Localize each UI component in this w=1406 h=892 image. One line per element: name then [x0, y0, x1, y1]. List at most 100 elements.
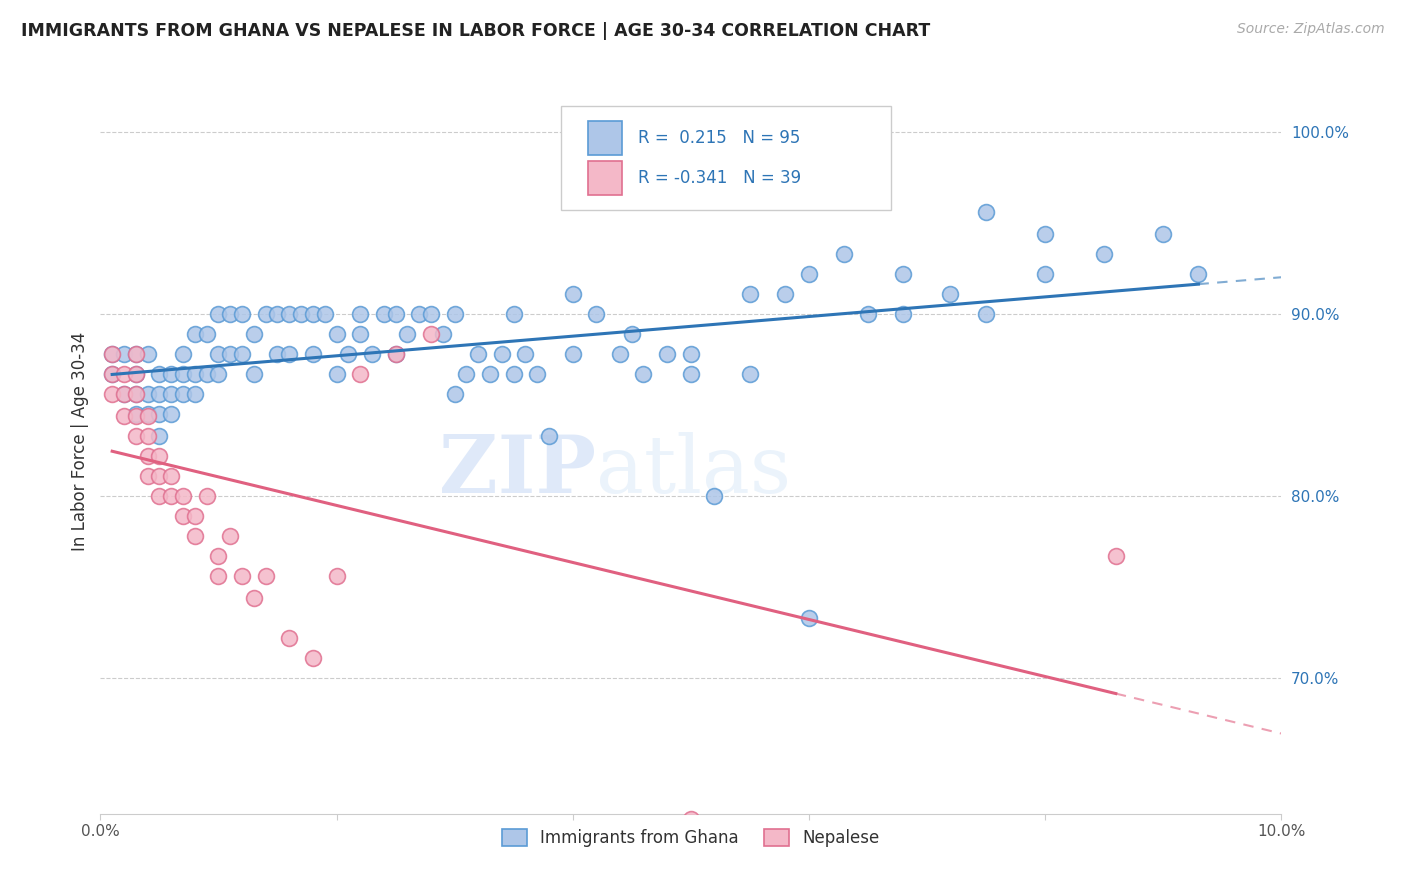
Point [231, 568, 253, 582]
Point [349, 326, 371, 341]
Point [679, 813, 702, 827]
Point [172, 347, 194, 361]
Point [1033, 267, 1056, 281]
Point [314, 307, 336, 321]
Point [266, 307, 288, 321]
Point [502, 307, 524, 321]
Point [136, 409, 159, 423]
Point [125, 409, 148, 423]
Point [136, 387, 159, 401]
Point [160, 367, 183, 381]
Point [207, 347, 229, 361]
Point [1187, 267, 1209, 281]
Text: R = -0.341   N = 39: R = -0.341 N = 39 [637, 169, 800, 186]
Point [467, 347, 489, 361]
Point [125, 367, 148, 381]
Point [561, 287, 583, 301]
Point [207, 307, 229, 321]
Point [207, 367, 229, 381]
Point [609, 347, 631, 361]
Point [148, 407, 170, 421]
Point [112, 367, 135, 381]
Point [101, 347, 124, 361]
Point [254, 568, 277, 582]
Text: ZIP: ZIP [439, 432, 596, 510]
Point [349, 367, 371, 381]
Point [136, 468, 159, 483]
Point [195, 367, 218, 381]
Point [432, 326, 454, 341]
Text: IMMIGRANTS FROM GHANA VS NEPALESE IN LABOR FORCE | AGE 30-34 CORRELATION CHART: IMMIGRANTS FROM GHANA VS NEPALESE IN LAB… [21, 22, 931, 40]
Point [195, 489, 218, 503]
Point [679, 367, 702, 381]
Text: R =  0.215   N = 95: R = 0.215 N = 95 [637, 129, 800, 147]
Point [891, 307, 914, 321]
Point [420, 307, 443, 321]
Point [148, 449, 170, 463]
FancyBboxPatch shape [588, 161, 623, 194]
Point [620, 326, 643, 341]
Point [832, 247, 855, 261]
Point [456, 367, 478, 381]
Point [939, 287, 962, 301]
Point [136, 429, 159, 443]
Point [136, 347, 159, 361]
Point [101, 367, 124, 381]
Point [125, 347, 148, 361]
Text: Source: ZipAtlas.com: Source: ZipAtlas.com [1237, 22, 1385, 37]
Point [125, 407, 148, 421]
Point [537, 429, 560, 443]
Point [172, 489, 194, 503]
Point [231, 347, 253, 361]
Point [101, 367, 124, 381]
Point [1033, 227, 1056, 241]
Text: atlas: atlas [596, 432, 792, 510]
Point [184, 367, 207, 381]
Point [891, 267, 914, 281]
Point [420, 326, 443, 341]
Point [219, 347, 242, 361]
Point [302, 347, 325, 361]
Point [655, 347, 678, 361]
Point [160, 468, 183, 483]
Point [172, 387, 194, 401]
Point [278, 347, 301, 361]
Point [148, 367, 170, 381]
Point [491, 347, 513, 361]
Point [1092, 247, 1115, 261]
Point [219, 307, 242, 321]
Point [337, 347, 360, 361]
Point [219, 529, 242, 543]
Point [561, 347, 583, 361]
Point [207, 568, 229, 582]
Point [254, 307, 277, 321]
Point [136, 407, 159, 421]
Point [184, 508, 207, 523]
Point [302, 307, 325, 321]
Point [278, 631, 301, 645]
Point [101, 347, 124, 361]
Point [384, 347, 406, 361]
Point [443, 387, 465, 401]
Point [679, 347, 702, 361]
Point [526, 367, 548, 381]
Point [797, 267, 820, 281]
Point [266, 347, 288, 361]
Point [325, 367, 347, 381]
Point [361, 347, 384, 361]
Point [278, 307, 301, 321]
Point [856, 307, 879, 321]
Point [184, 387, 207, 401]
Point [396, 326, 419, 341]
Point [195, 326, 218, 341]
Point [302, 650, 325, 665]
Point [633, 367, 655, 381]
Point [101, 387, 124, 401]
Point [125, 367, 148, 381]
Point [112, 347, 135, 361]
Point [974, 307, 997, 321]
Point [738, 287, 761, 301]
Point [125, 429, 148, 443]
Point [148, 489, 170, 503]
Point [125, 387, 148, 401]
